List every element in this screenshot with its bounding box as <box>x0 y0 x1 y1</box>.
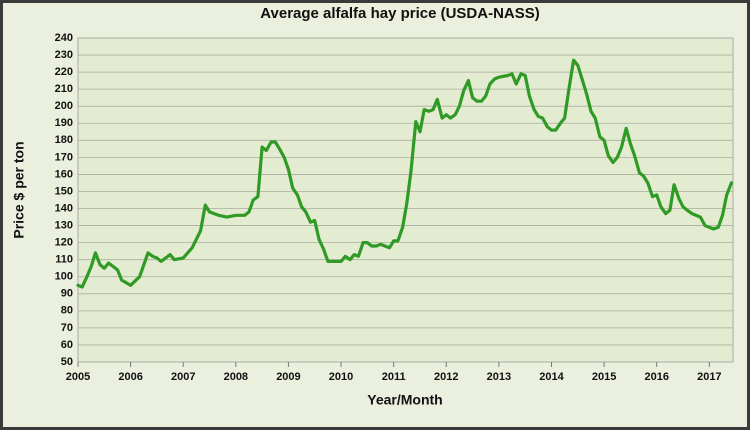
x-tick-label: 2015 <box>592 371 616 383</box>
price-line <box>76 58 733 289</box>
y-tick-label: 240 <box>55 32 73 44</box>
y-tick-label: 90 <box>61 288 73 300</box>
x-tick-label: 2007 <box>171 371 195 383</box>
x-tick-label: 2011 <box>382 371 406 383</box>
x-tick-label: 2012 <box>434 371 458 383</box>
x-tick-label: 2017 <box>697 371 721 383</box>
y-tick-label: 210 <box>55 83 73 95</box>
y-tick-label: 100 <box>55 271 73 283</box>
y-tick-label: 230 <box>55 49 73 61</box>
x-tick-label: 2005 <box>66 371 90 383</box>
x-tick-label: 2009 <box>276 371 300 383</box>
y-tick-label: 60 <box>61 339 73 351</box>
chart-title: Average alfalfa hay price (USDA-NASS) <box>260 5 540 22</box>
x-tick-label: 2014 <box>539 371 564 383</box>
y-tick-label: 170 <box>55 151 73 163</box>
y-tick-label: 70 <box>61 322 73 334</box>
x-axis-label: Year/Month <box>367 392 442 408</box>
y-tick-label: 130 <box>55 219 73 231</box>
y-tick-label: 120 <box>55 237 73 249</box>
y-tick-label: 110 <box>55 254 73 266</box>
x-tick-label: 2008 <box>224 371 248 383</box>
x-tick-label: 2013 <box>487 371 511 383</box>
y-tick-label: 180 <box>55 134 73 146</box>
y-tick-label: 50 <box>61 356 73 368</box>
y-axis-label: Price $ per ton <box>11 141 27 238</box>
x-tick-label: 2016 <box>644 371 668 383</box>
y-tick-label: 220 <box>55 66 73 78</box>
x-tick-label: 2006 <box>118 371 142 383</box>
y-tick-label: 140 <box>55 202 73 214</box>
y-tick-label: 80 <box>61 305 73 317</box>
y-tick-label: 200 <box>55 100 73 112</box>
y-tick-label: 190 <box>55 117 73 129</box>
y-tick-label: 150 <box>55 185 73 197</box>
plot-area <box>77 37 734 363</box>
y-tick-label: 160 <box>55 168 73 180</box>
x-tick-label: 2010 <box>329 371 353 383</box>
